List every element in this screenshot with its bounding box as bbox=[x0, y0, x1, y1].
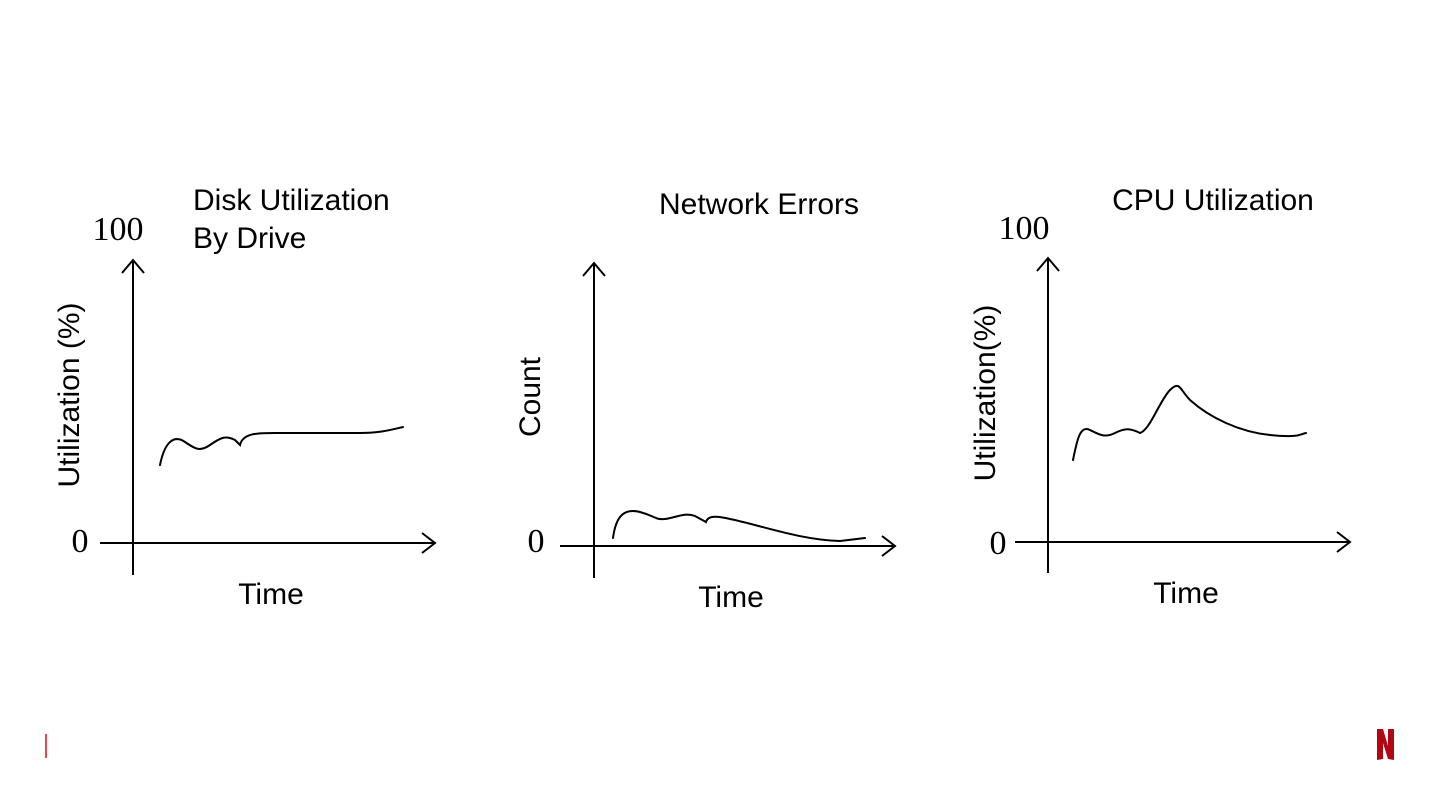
x-axis-label: Time bbox=[698, 581, 764, 614]
y-axis-label: Utilization (%) bbox=[53, 302, 86, 487]
panel-cpu: CPU Utilization 100 0 Utilization(%) Tim… bbox=[969, 184, 1352, 610]
panel-title: CPU Utilization bbox=[1112, 184, 1314, 217]
y-bottom-label: 0 bbox=[528, 523, 545, 560]
panel-title: By Drive bbox=[193, 222, 306, 255]
axes bbox=[560, 261, 897, 578]
sketch-curve bbox=[159, 426, 404, 466]
panel-network: Network Errors 0 Count Time bbox=[514, 188, 897, 614]
panel-title: Network Errors bbox=[659, 188, 859, 221]
y-bottom-label: 0 bbox=[990, 525, 1007, 562]
y-bottom-label: 0 bbox=[72, 523, 89, 560]
panel-title: Disk Utilization bbox=[193, 184, 390, 217]
axes bbox=[100, 258, 437, 575]
axes bbox=[1015, 256, 1352, 573]
y-axis-label: Utilization(%) bbox=[969, 305, 1002, 482]
logo bbox=[1377, 729, 1394, 760]
x-axis-label: Time bbox=[238, 578, 304, 611]
y-axis-label: Count bbox=[514, 356, 547, 437]
panel-disk: Disk Utilization By Drive 100 0 Utilizat… bbox=[53, 184, 437, 611]
x-axis-label: Time bbox=[1153, 577, 1219, 610]
sketch-curve bbox=[612, 510, 866, 543]
y-top-label: 100 bbox=[999, 210, 1050, 247]
sketch-curve bbox=[1072, 384, 1307, 461]
y-top-label: 100 bbox=[93, 211, 144, 248]
